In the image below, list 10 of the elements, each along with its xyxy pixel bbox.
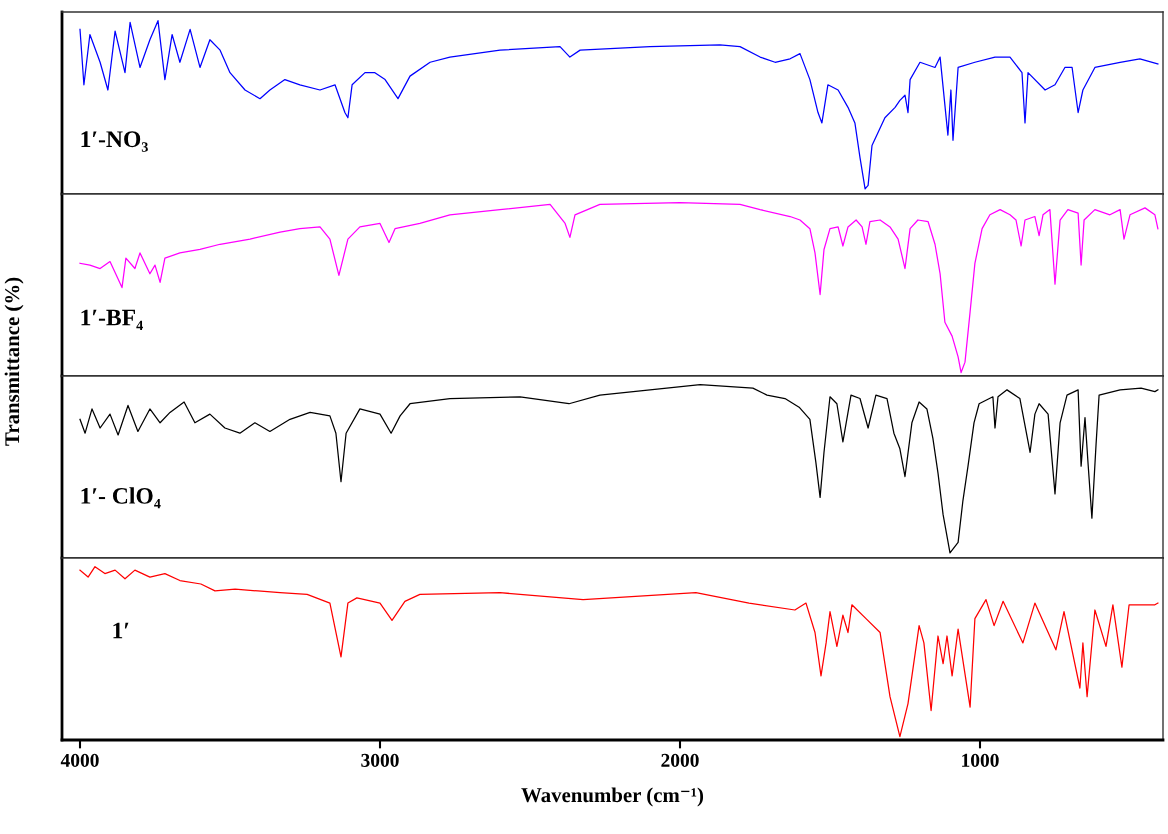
x-axis-title: Wavenumber (cm⁻¹) [521, 787, 704, 807]
text: 1′- ClO₄ [81, 487, 161, 509]
y-axis-title: Transmittance (%) [4, 277, 24, 446]
x-tick-label: 2000 [661, 753, 699, 767]
series-label: 1′-BF₄ [81, 309, 143, 330]
x-tick-label: 3000 [361, 753, 399, 767]
x-tick-label: 1000 [962, 753, 999, 767]
series-label: 1′ [113, 622, 129, 639]
series-label: 1′-NO₃ [81, 131, 148, 152]
x-tick-label: 4000 [60, 753, 99, 767]
